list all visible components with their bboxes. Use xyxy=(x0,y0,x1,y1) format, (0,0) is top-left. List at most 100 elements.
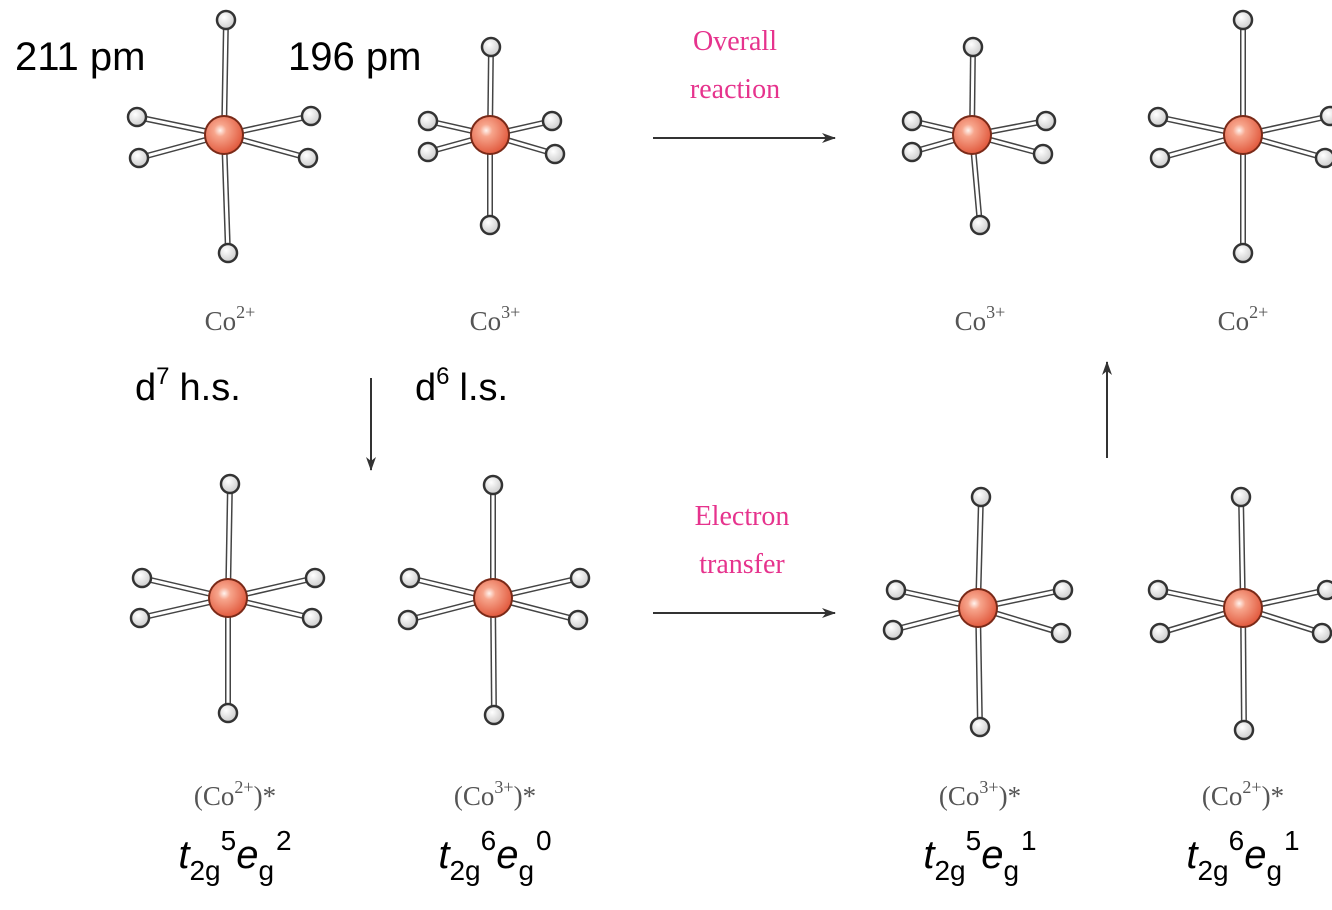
cobalt xyxy=(1223,115,1263,155)
e-exp: 2 xyxy=(276,825,292,856)
arrow-label: Electron xyxy=(695,501,790,532)
ligand xyxy=(217,702,239,724)
ligand xyxy=(1050,622,1072,644)
ligand xyxy=(482,474,504,496)
ligand xyxy=(1314,147,1332,169)
ligand xyxy=(970,486,992,508)
electron-config: t2g5eg1 xyxy=(923,825,1036,886)
ligand xyxy=(1319,105,1332,127)
ligand xyxy=(1032,143,1054,165)
ion-label: Co3+ xyxy=(955,302,1006,336)
complex xyxy=(901,36,1057,236)
electron-count: 6 xyxy=(436,363,449,390)
ligand xyxy=(480,36,502,58)
ligand xyxy=(901,110,923,132)
t-sub: 2g xyxy=(189,855,220,886)
ligand xyxy=(217,242,239,264)
cobalt xyxy=(204,115,244,155)
ligand xyxy=(297,147,319,169)
ligand xyxy=(304,567,326,589)
complex xyxy=(882,486,1074,738)
ion-label: Co3+ xyxy=(470,302,521,336)
t-exp: 5 xyxy=(221,825,237,856)
spin: l.s. xyxy=(460,367,509,409)
ligand xyxy=(901,141,923,163)
spin-state: d7 h.s. xyxy=(135,363,241,409)
ligand xyxy=(541,110,563,132)
ligand xyxy=(569,567,591,589)
ligand xyxy=(129,607,151,629)
distance-label: 211 pm xyxy=(15,35,145,79)
ligand xyxy=(131,567,153,589)
t-sub: 2g xyxy=(449,855,480,886)
electron-config: t2g6eg0 xyxy=(438,825,551,886)
cobalt xyxy=(952,115,992,155)
symbol: d xyxy=(415,367,436,409)
arrow-label: Overall xyxy=(693,26,777,57)
ligand xyxy=(397,609,419,631)
ligand xyxy=(1149,147,1171,169)
ligand xyxy=(882,619,904,641)
bond xyxy=(1241,607,1246,731)
distance-label: 196 pm xyxy=(288,35,421,79)
excited-ion-label: (Co3+)* xyxy=(939,777,1021,811)
ligand xyxy=(128,147,150,169)
ligand xyxy=(1147,579,1169,601)
spin-state: d6 l.s. xyxy=(415,363,508,409)
e: e xyxy=(981,833,1003,877)
ligand xyxy=(126,106,148,128)
ion: Co xyxy=(1218,306,1250,336)
e-sub: g xyxy=(1266,855,1282,886)
complex xyxy=(1147,9,1332,264)
electron-config: t2g6eg1 xyxy=(1186,825,1299,886)
ligand xyxy=(483,704,505,726)
ion-label: Co2+ xyxy=(205,302,256,336)
cobalt xyxy=(473,578,513,618)
ligand xyxy=(544,143,566,165)
spin: h.s. xyxy=(180,367,241,409)
labels: 211 pm 196 pm Overall reaction Electron trans… xyxy=(15,26,1300,886)
charge: 3+ xyxy=(494,777,513,797)
e-sub: g xyxy=(518,855,534,886)
ion: Co xyxy=(470,306,502,336)
cobalt xyxy=(958,588,998,628)
ligand xyxy=(1232,242,1254,264)
ion: (Co xyxy=(939,781,980,811)
cobalt xyxy=(1223,588,1263,628)
ligand xyxy=(1035,110,1057,132)
ion: (Co xyxy=(1202,781,1243,811)
suffix: )* xyxy=(514,781,537,811)
suffix: )* xyxy=(1262,781,1285,811)
cobalt xyxy=(208,578,248,618)
ligand xyxy=(399,567,421,589)
e-sub: g xyxy=(1003,855,1019,886)
ligand xyxy=(1230,486,1252,508)
e-exp: 1 xyxy=(1021,825,1037,856)
ligand xyxy=(1052,579,1074,601)
ligand xyxy=(301,607,323,629)
suffix: )* xyxy=(254,781,277,811)
t-exp: 5 xyxy=(966,825,982,856)
electron-config: t2g5eg2 xyxy=(178,825,291,886)
ligand xyxy=(1149,622,1171,644)
ligand xyxy=(300,105,322,127)
charge: 2+ xyxy=(234,777,253,797)
complex xyxy=(397,474,591,726)
ligand xyxy=(479,214,501,236)
complex xyxy=(417,36,566,236)
t: t xyxy=(178,833,191,877)
ligand xyxy=(969,716,991,738)
ligand xyxy=(962,36,984,58)
excited-ion-label: (Co2+)* xyxy=(194,777,276,811)
ligand xyxy=(1147,106,1169,128)
ion: (Co xyxy=(454,781,495,811)
e-exp: 1 xyxy=(1284,825,1300,856)
ion: Co xyxy=(955,306,987,336)
ligand xyxy=(1316,579,1332,601)
t: t xyxy=(923,833,936,877)
t: t xyxy=(438,833,451,877)
t-sub: 2g xyxy=(934,855,965,886)
charge: 3+ xyxy=(979,777,998,797)
e: e xyxy=(1244,833,1266,877)
molecules xyxy=(126,9,1332,741)
